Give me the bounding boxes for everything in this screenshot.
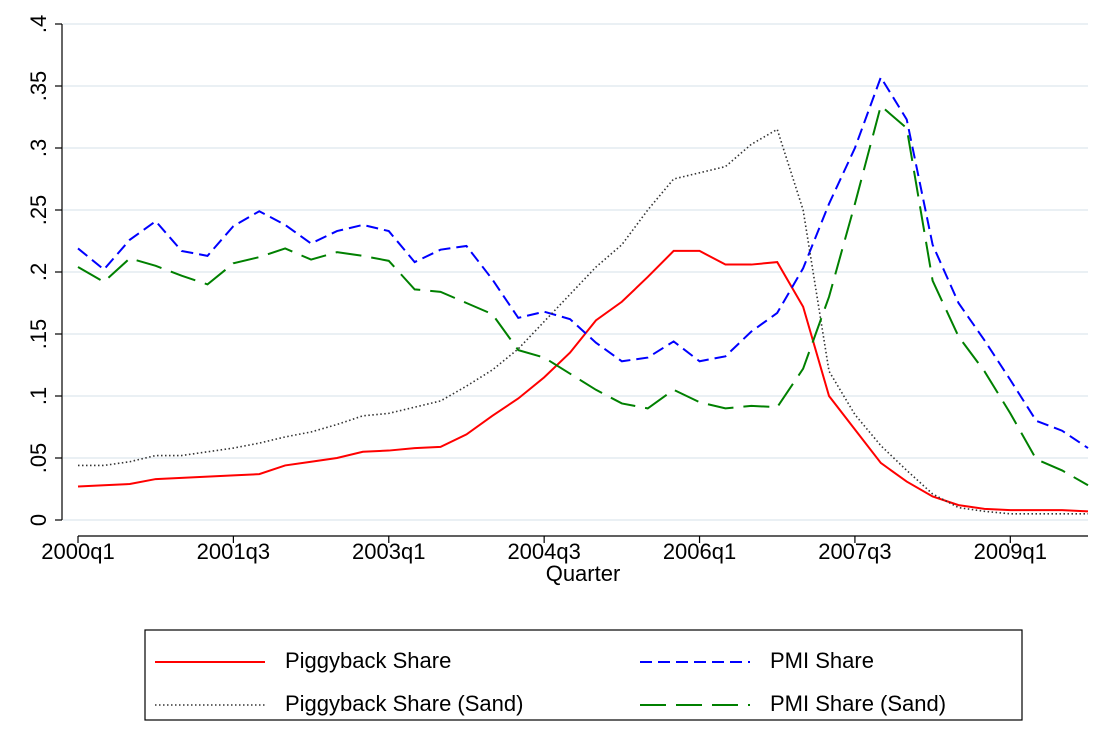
legend-label: PMI Share — [770, 648, 874, 673]
legend-label: PMI Share (Sand) — [770, 691, 946, 716]
y-tick-label: .1 — [26, 387, 51, 405]
x-axis-label: Quarter — [546, 561, 621, 586]
x-tick-label: 2009q1 — [974, 539, 1047, 564]
x-tick-label: 2007q3 — [818, 539, 891, 564]
series-line — [77, 249, 1089, 513]
y-tick-label: .05 — [26, 443, 51, 474]
series-line — [77, 104, 1089, 487]
y-tick-label: .4 — [26, 15, 51, 33]
y-tick-label: .25 — [26, 195, 51, 226]
y-tick-label: .2 — [26, 263, 51, 281]
y-tick-label: .35 — [26, 71, 51, 102]
series-line — [77, 75, 1089, 449]
legend-label: Piggyback Share (Sand) — [285, 691, 523, 716]
x-tick-label: 2000q1 — [41, 539, 114, 564]
x-tick-label: 2003q1 — [352, 539, 425, 564]
x-tick-label: 2004q3 — [507, 539, 580, 564]
x-tick-label: 2001q3 — [197, 539, 270, 564]
legend-box — [144, 629, 1023, 721]
legend-label: Piggyback Share — [285, 648, 451, 673]
y-tick-label: 0 — [26, 514, 51, 526]
y-tick-label: .3 — [26, 139, 51, 157]
y-tick-label: .15 — [26, 319, 51, 350]
x-tick-label: 2006q1 — [663, 539, 736, 564]
